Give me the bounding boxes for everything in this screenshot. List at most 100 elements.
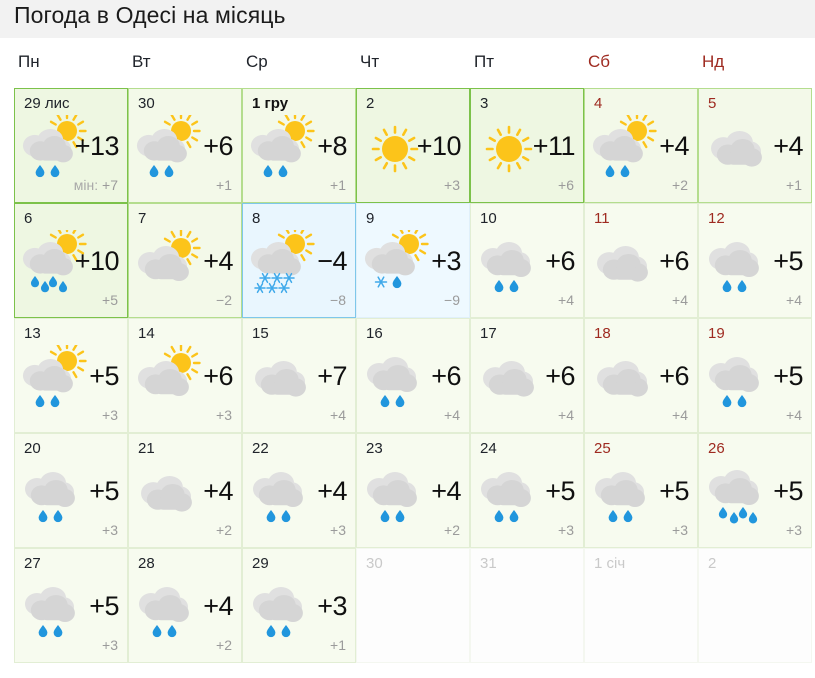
- calendar-day-cell[interactable]: 6 +10 +5: [14, 203, 128, 318]
- cloud-rain-icon: [591, 460, 667, 530]
- calendar-day-cell[interactable]: 28 +4 +2: [128, 548, 242, 663]
- sun-icon: [477, 115, 553, 185]
- day-number: 12: [708, 210, 725, 227]
- temperature-max: +5: [89, 591, 119, 621]
- temperature-min: +2: [216, 637, 232, 653]
- day-number: 30: [366, 555, 383, 572]
- calendar-day-cell[interactable]: 30 +6 +1: [128, 88, 242, 203]
- cloud-rain-icon: [477, 460, 553, 530]
- calendar-day-cell[interactable]: 22 +4 +3: [242, 433, 356, 548]
- cloud-heavyrain-icon: [705, 460, 781, 530]
- day-number: 7: [138, 210, 147, 227]
- temperature-max: +8: [317, 131, 347, 161]
- cloud-icon: [591, 230, 667, 300]
- page-title: Погода в Одесі на місяць: [14, 2, 286, 28]
- cloud-icon: [591, 345, 667, 415]
- cloud-rain-icon: [249, 575, 325, 645]
- calendar-day-cell[interactable]: 25 +5 +3: [584, 433, 698, 548]
- calendar-day-cell[interactable]: 26 +5 +3: [698, 433, 812, 548]
- calendar-day-cell-empty: 31: [470, 548, 584, 663]
- day-number: 14: [138, 325, 155, 342]
- day-number: 21: [138, 440, 155, 457]
- temperature-min: +4: [786, 292, 802, 308]
- weekday-label-7: Нд: [702, 52, 725, 71]
- day-number: 3: [480, 95, 489, 112]
- weekday-label-2: Вт: [132, 52, 151, 71]
- calendar-day-cell[interactable]: 19 +5 +4: [698, 318, 812, 433]
- day-number: 27: [24, 555, 41, 572]
- calendar-day-cell[interactable]: 21 +4 +2: [128, 433, 242, 548]
- calendar-day-cell[interactable]: 27 +5 +3: [14, 548, 128, 663]
- temperature-max: +4: [317, 476, 347, 506]
- temperature-max: +6: [203, 131, 233, 161]
- calendar-day-cell[interactable]: 15 +7 +4: [242, 318, 356, 433]
- day-number: 2: [366, 95, 375, 112]
- calendar-day-cell[interactable]: 16 +6 +4: [356, 318, 470, 433]
- day-number: 19: [708, 325, 725, 342]
- cloud-rain-icon: [363, 460, 439, 530]
- temperature-min: +3: [216, 407, 232, 423]
- temperature-max: +10: [416, 131, 462, 161]
- calendar-day-cell[interactable]: 12 +5 +4: [698, 203, 812, 318]
- calendar-day-cell[interactable]: 10 +6 +4: [470, 203, 584, 318]
- temperature-min: +3: [558, 522, 574, 538]
- temperature-min: +4: [444, 407, 460, 423]
- temperature-min-label: мін:: [73, 177, 99, 193]
- calendar-day-cell[interactable]: 20 +5 +3: [14, 433, 128, 548]
- day-number: 31: [480, 555, 497, 572]
- calendar-day-cell[interactable]: 11 +6 +4: [584, 203, 698, 318]
- temperature-min: −9: [444, 292, 460, 308]
- calendar-day-cell[interactable]: 1 гру +8 +1: [242, 88, 356, 203]
- temperature-max: +6: [203, 361, 233, 391]
- temperature-max: −4: [317, 246, 347, 276]
- sun-cloud-rain-icon: [249, 115, 325, 185]
- calendar-day-cell[interactable]: 18 +6 +4: [584, 318, 698, 433]
- temperature-max: +6: [431, 361, 461, 391]
- temperature-max: +5: [89, 476, 119, 506]
- calendar-day-cell[interactable]: 13 +5 +3: [14, 318, 128, 433]
- calendar-day-cell[interactable]: 7 +4 −2: [128, 203, 242, 318]
- calendar-day-cell[interactable]: 29 лис +13 мін: +7: [14, 88, 128, 203]
- calendar-day-cell[interactable]: 9 +3 −9: [356, 203, 470, 318]
- cloud-rain-icon: [21, 575, 97, 645]
- temperature-min: +4: [786, 407, 802, 423]
- temperature-min: +2: [216, 522, 232, 538]
- temperature-max: +5: [659, 476, 689, 506]
- sun-cloud-icon: [135, 230, 211, 300]
- temperature-min: +1: [330, 177, 346, 193]
- calendar-grid: 29 лис +13 мін: +7 30 +6 +1 1 гру +8 +1 2 +10 +3 3 +1…: [14, 88, 812, 666]
- cloud-rain-icon: [705, 230, 781, 300]
- calendar-day-cell[interactable]: 17 +6 +4: [470, 318, 584, 433]
- calendar-day-cell[interactable]: 14 +6 +3: [128, 318, 242, 433]
- temperature-max: +6: [659, 246, 689, 276]
- temperature-max: +4: [659, 131, 689, 161]
- day-number: 16: [366, 325, 383, 342]
- day-number: 22: [252, 440, 269, 457]
- temperature-max: +5: [773, 246, 803, 276]
- day-number: 4: [594, 95, 603, 112]
- temperature-max: +4: [203, 246, 233, 276]
- temperature-min: +4: [558, 292, 574, 308]
- day-number: 8: [252, 210, 261, 227]
- temperature-max: +10: [74, 246, 120, 276]
- calendar-day-cell[interactable]: 23 +4 +2: [356, 433, 470, 548]
- temperature-min: +6: [558, 177, 574, 193]
- calendar-day-cell[interactable]: 4 +4 +2: [584, 88, 698, 203]
- calendar-day-cell[interactable]: 24 +5 +3: [470, 433, 584, 548]
- temperature-min: +4: [672, 407, 688, 423]
- cloud-icon: [135, 460, 211, 530]
- calendar-day-cell[interactable]: 5 +4 +1: [698, 88, 812, 203]
- sun-cloud-rain-icon: [21, 345, 97, 415]
- sun-cloud-icon: [135, 345, 211, 415]
- temperature-min: +1: [786, 177, 802, 193]
- calendar-day-cell[interactable]: 29 +3 +1: [242, 548, 356, 663]
- calendar-day-cell[interactable]: 2 +10 +3: [356, 88, 470, 203]
- sun-cloud-heavyrain-icon: [21, 230, 97, 300]
- calendar-day-cell[interactable]: 3 +11 +6: [470, 88, 584, 203]
- sun-cloud-snow-icon: [249, 230, 325, 300]
- day-number: 15: [252, 325, 269, 342]
- temperature-min: +3: [102, 637, 118, 653]
- sun-icon: [363, 115, 439, 185]
- temperature-max: +5: [89, 361, 119, 391]
- calendar-day-cell[interactable]: 8 −4 −8: [242, 203, 356, 318]
